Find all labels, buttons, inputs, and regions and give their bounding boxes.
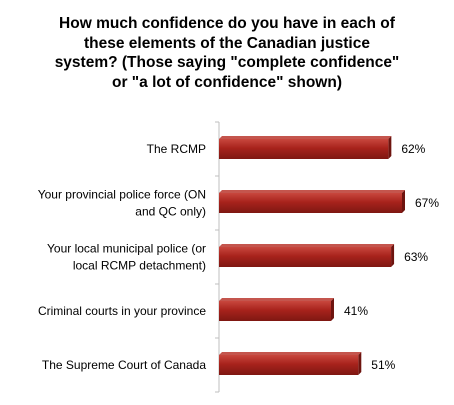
chart-title-line: or "a lot of confidence" shown) (112, 73, 342, 91)
chart-title: How much confidence do you have in each … (0, 14, 454, 92)
bar-top-face (219, 190, 405, 193)
value-label: 62% (401, 142, 425, 156)
bar-side-face (358, 352, 362, 375)
value-label: 67% (415, 196, 439, 210)
chart-title-line: these elements of the Canadian justice (84, 34, 370, 52)
bar (219, 139, 389, 159)
category-label: The RCMP (147, 142, 206, 156)
category-label-line: Your provincial police force (ON (38, 188, 206, 202)
category-label: The Supreme Court of Canada (42, 358, 206, 372)
bar-top-face (219, 244, 395, 247)
bar-top-face (219, 298, 334, 301)
category-label-line: Criminal courts in your province (38, 304, 206, 318)
bar (219, 247, 392, 267)
bar (219, 301, 331, 321)
bar-top-face (219, 136, 392, 139)
bar (219, 355, 359, 375)
value-label: 63% (404, 250, 428, 264)
bar-side-face (402, 190, 405, 213)
category-label-line: Your local municipal police (or (47, 242, 206, 256)
bar-side-face (388, 136, 392, 159)
bar-side-face (330, 298, 334, 321)
category-label: Your local municipal police (or local RCM… (47, 242, 206, 273)
category-label-line: and QC only) (135, 205, 206, 219)
bar-side-face (391, 244, 395, 267)
category-label-line: The Supreme Court of Canada (42, 358, 206, 372)
category-label-line: The RCMP (147, 142, 206, 156)
bar (219, 193, 402, 213)
chart-title-line: How much confidence do you have in each … (59, 15, 395, 32)
category-label: Criminal courts in your province (38, 304, 206, 318)
value-label: 51% (371, 358, 395, 372)
chart-title-line: system? (Those saying "complete confiden… (54, 54, 400, 71)
category-label: Your provincial police force (ON and QC o… (38, 188, 206, 219)
bar-top-face (219, 352, 362, 355)
category-label-line: local RCMP detachment) (73, 259, 206, 273)
value-label: 41% (344, 304, 368, 318)
